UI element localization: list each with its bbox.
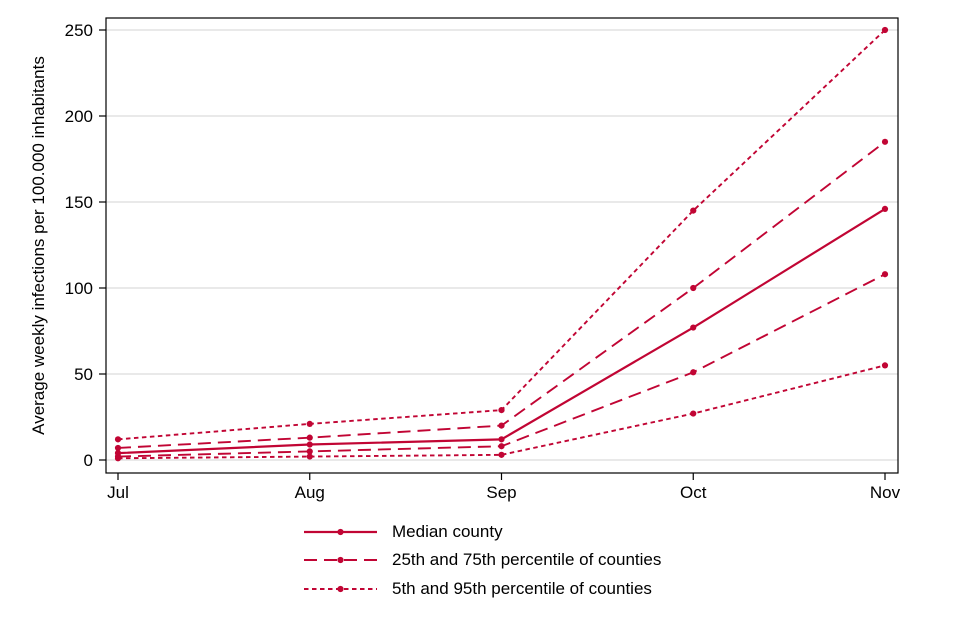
legend-dotted-line-icon: [304, 585, 377, 592]
x-tick-label: Oct: [680, 483, 707, 502]
legend-dashed-line-icon: [304, 557, 377, 564]
data-point-marker: [306, 441, 313, 448]
plot-border: [105, 17, 899, 474]
data-point-marker: [690, 284, 697, 292]
y-tick-label: 150: [65, 193, 93, 212]
data-point-marker: [306, 448, 313, 455]
legend-entry-5-95-percentile: 5th and 95th percentile of counties: [302, 575, 661, 603]
data-point-marker: [881, 26, 889, 34]
series-line-solid: [117, 207, 886, 455]
data-point-marker: [881, 138, 889, 145]
legend-sample-marker: [337, 529, 344, 536]
legend-entry-median: Median county: [302, 518, 661, 546]
data-point-marker: [306, 420, 313, 427]
legend-label-5-95-percentile: 5th and 95th percentile of counties: [392, 578, 652, 598]
y-axis-title: Average weekly infections per 100.000 in…: [29, 56, 48, 435]
chart-legend: Median county 25th and 75th percentile o…: [302, 518, 661, 603]
legend-entry-25-75-percentile: 25th and 75th percentile of counties: [302, 546, 661, 574]
legend-label-median: Median county: [392, 522, 503, 542]
data-point-marker: [114, 444, 122, 452]
data-point-marker: [498, 436, 505, 443]
data-point-marker: [306, 453, 313, 460]
data-point-marker: [690, 207, 697, 214]
legend-sample-marker: [337, 557, 344, 564]
y-tick-label: 0: [84, 451, 93, 470]
data-point-marker: [114, 455, 122, 462]
x-tick-label: Jul: [107, 483, 129, 502]
legend-solid-line-icon: [304, 529, 377, 536]
data-point-marker: [114, 436, 122, 443]
data-point-marker: [306, 434, 313, 441]
y-tick-label: 250: [65, 21, 93, 40]
x-tick-label: Aug: [295, 483, 325, 502]
x-tick-label: Sep: [486, 483, 516, 502]
x-tick-label: Nov: [870, 483, 901, 502]
y-tick-label: 50: [74, 365, 93, 384]
legend-label-25-75-percentile: 25th and 75th percentile of counties: [392, 550, 662, 570]
data-point-marker: [690, 410, 697, 417]
data-point-marker: [690, 324, 697, 331]
data-point-marker: [498, 407, 505, 414]
data-point-marker: [881, 362, 889, 369]
data-point-marker: [690, 369, 697, 376]
data-point-marker: [881, 205, 889, 212]
data-point-marker: [498, 422, 505, 429]
legend-sample-marker: [337, 585, 344, 592]
y-tick-label: 100: [65, 279, 93, 298]
y-tick-label: 200: [65, 107, 93, 126]
data-point-marker: [498, 451, 505, 458]
data-point-marker: [881, 271, 889, 278]
series-line-dotted: [117, 29, 886, 441]
series-line-dashed: [117, 141, 886, 449]
data-point-marker: [498, 443, 505, 450]
